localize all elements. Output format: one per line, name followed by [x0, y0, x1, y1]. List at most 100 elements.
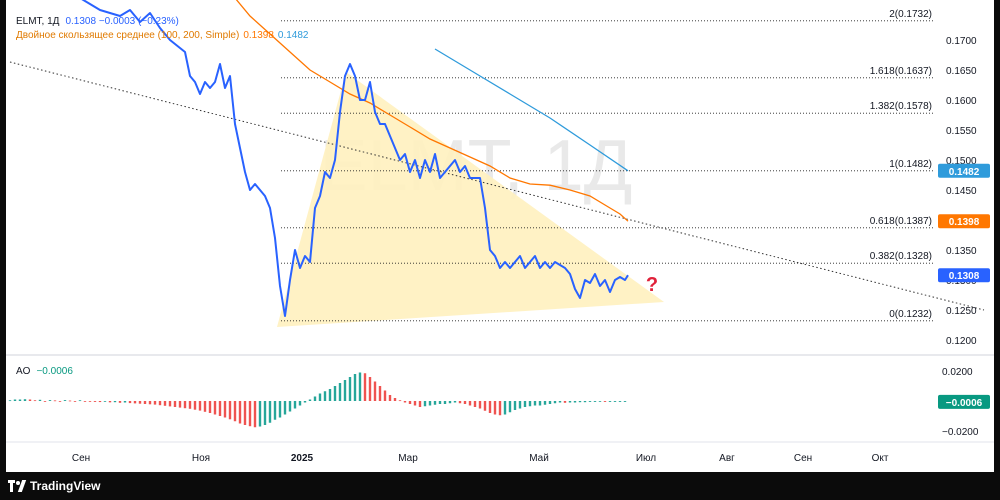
ao-tick-label: 0.0200	[942, 367, 973, 378]
ao-bar	[78, 400, 82, 402]
time-tick-label: 2025	[291, 453, 314, 464]
ao-bar	[508, 401, 512, 413]
price-tick-label: 0.1550	[946, 126, 977, 137]
tradingview-logo[interactable]: TradingView	[8, 478, 100, 494]
ao-bar	[488, 401, 492, 413]
chart-canvas[interactable]: ELMT, 1Д 2(0.1732) 1.618(0.1637) 1.382(0.1…	[6, 0, 994, 472]
ao-tag-box	[938, 394, 990, 409]
ao-bar	[603, 401, 607, 402]
ao-bar	[188, 401, 192, 409]
ao-bar	[333, 386, 337, 401]
ao-bar	[573, 401, 577, 403]
ao-bar	[438, 401, 442, 404]
ao-bar	[53, 400, 57, 402]
fib-level-label: 0.618(0.1387)	[870, 216, 932, 227]
ao-bar	[148, 401, 152, 405]
price-tick-label: 0.1450	[946, 186, 977, 197]
ao-bar	[293, 401, 297, 409]
ao-bar	[123, 401, 127, 403]
legend-ma-value-1: 0.1398	[243, 30, 274, 41]
ao-bar	[328, 389, 332, 401]
price-tick-label: 0.1250	[946, 306, 977, 317]
ao-bar	[613, 401, 617, 402]
price-tag-box	[938, 214, 990, 229]
ao-bar	[153, 401, 157, 405]
ao-bar	[588, 401, 592, 402]
ao-bar	[233, 401, 237, 422]
ao-bar	[623, 401, 627, 402]
fib-level-label: 2(0.1732)	[889, 9, 932, 20]
legend-ma-value-2: 0.1482	[278, 30, 309, 41]
legend-ao-value: −0.0006	[36, 366, 73, 377]
footer-bar: TradingView	[0, 472, 1000, 500]
legend-ma: Двойное скользящее среднее (100, 200, Si…	[16, 30, 309, 41]
ao-bar	[278, 401, 282, 418]
ao-bar	[473, 401, 477, 407]
legend-symbol-name: ELMT, 1Д	[16, 16, 60, 27]
time-tick-label: Июл	[636, 453, 656, 464]
ma-100-line	[235, 0, 629, 222]
brand-label: TradingView	[30, 479, 101, 493]
ao-bar	[88, 401, 92, 402]
ao-bar	[478, 401, 482, 409]
fib-level-label: 1(0.1482)	[889, 159, 932, 170]
ao-bar	[553, 401, 557, 404]
ao-bar	[288, 401, 292, 412]
ao-bar	[168, 401, 172, 407]
question-mark-annotation: ?	[646, 274, 658, 296]
price-tag-label: 0.1398	[949, 217, 980, 228]
ao-bar	[303, 401, 307, 403]
time-tick-label: Окт	[872, 453, 889, 464]
ao-bar	[43, 401, 47, 402]
ao-bar	[238, 401, 242, 424]
ao-bar	[158, 401, 162, 406]
ao-bar	[413, 401, 417, 406]
ao-bar	[113, 401, 117, 403]
ao-bar	[358, 372, 362, 401]
price-tick-label: 0.1700	[946, 36, 977, 47]
ao-bar	[373, 381, 377, 401]
ao-bar	[493, 401, 497, 415]
ao-bar	[543, 401, 547, 405]
ao-bar	[523, 401, 527, 407]
time-tick-label: Май	[529, 453, 549, 464]
legend-price-info: 0.1308 −0.0003 (−0.23%)	[65, 16, 178, 27]
ao-bar	[203, 401, 207, 412]
tradingview-logo-icon	[8, 480, 27, 492]
ao-bar	[93, 401, 97, 402]
ao-bar	[198, 401, 202, 411]
ao-bar	[258, 401, 262, 427]
ao-bar	[548, 401, 552, 404]
fib-level-label: 0(0.1232)	[889, 309, 932, 320]
ao-bar	[223, 401, 227, 418]
ao-bar	[318, 393, 322, 401]
fib-level-label: 1.618(0.1637)	[870, 66, 932, 77]
ao-bar	[118, 401, 122, 403]
time-tick-label: Мар	[398, 453, 418, 464]
price-tick-label: 0.1500	[946, 156, 977, 167]
ao-bar	[308, 399, 312, 401]
ao-bar	[353, 374, 357, 401]
ao-bar	[63, 400, 67, 401]
ao-bar	[393, 398, 397, 401]
ao-bar	[498, 401, 502, 416]
time-tick-label: Ноя	[192, 453, 210, 464]
price-tag-box	[938, 163, 990, 178]
ao-bar	[528, 401, 532, 407]
ao-bar	[208, 401, 212, 413]
ao-bar	[378, 386, 382, 401]
ao-bar	[538, 401, 542, 406]
ao-bar	[533, 401, 537, 406]
ao-bar	[518, 401, 522, 409]
time-tick-label: Сен	[794, 453, 812, 464]
ao-bar	[253, 401, 257, 428]
ao-bar	[243, 401, 247, 425]
ao-bar	[618, 401, 622, 402]
ao-bar	[408, 401, 412, 404]
ao-bar	[388, 395, 392, 401]
ao-bar	[38, 399, 42, 401]
ao-bar	[48, 400, 52, 401]
ao-bar	[343, 380, 347, 401]
ao-bar	[28, 399, 32, 401]
